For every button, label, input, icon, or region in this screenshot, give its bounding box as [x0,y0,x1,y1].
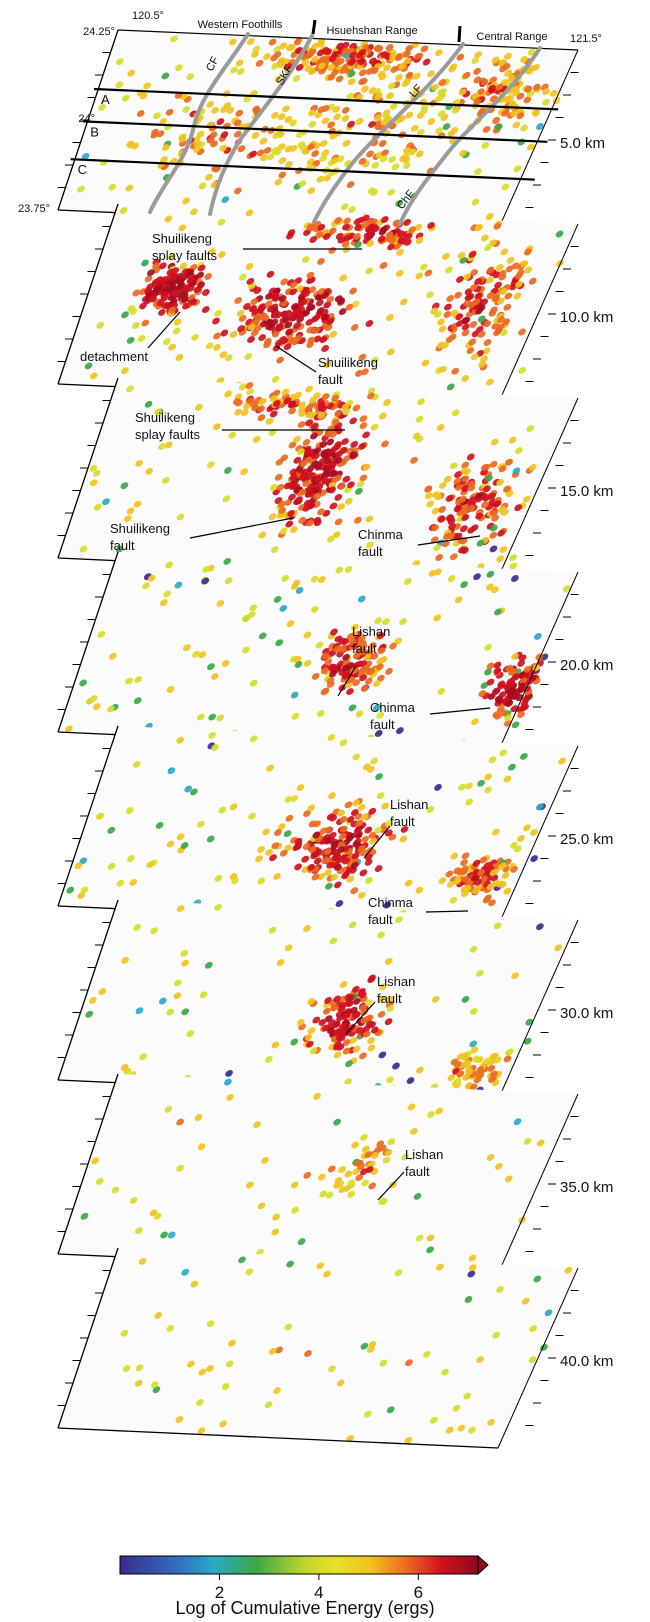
coordinate-label: 120.5° [132,10,164,22]
depth-label: 40.0 km [560,1353,613,1370]
coordinate-label: 23.75° [18,203,50,215]
depth-slice: 30.0 km [58,900,614,1101]
slice-plate [58,1074,578,1274]
depth-label: 10.0 km [560,309,613,326]
colorbar-title: Log of Cumulative Energy (ergs) [175,1598,434,1618]
region-separator [313,20,315,34]
coordinate-label: 24° [78,113,95,125]
slice-plate [58,552,578,752]
depth-slice: 20.0 km [58,552,614,752]
profile-label: B [90,124,99,139]
depth-slice: 25.0 km [58,726,614,926]
coordinate-label: 121.5° [570,33,602,45]
depth-label: 25.0 km [560,831,613,848]
depth-slice: 35.0 km [58,1074,614,1274]
depth-label: 35.0 km [560,1179,613,1196]
slice-plate [58,1248,578,1448]
colorbar: 2 4 6Log of Cumulative Energy (ergs) [120,1556,488,1618]
fault-label: detachment [80,349,148,364]
depth-slice: 40.0 km [58,1248,614,1448]
profile-label: C [78,162,87,177]
depth-label: 30.0 km [560,1005,613,1022]
colorbar-overflow-arrow [478,1556,488,1574]
depth-slice: 5.0 km [58,30,606,230]
region-separator [459,26,460,42]
region-name: Central Range [477,31,548,43]
depth-label: 5.0 km [560,135,605,152]
depth-slice: 15.0 km [58,378,614,578]
region-name: Hsuehshan Range [326,25,417,37]
colorbar-gradient [120,1556,478,1574]
event-marker [517,366,527,376]
region-name: Western Foothills [198,19,283,31]
depth-label: 20.0 km [560,657,613,674]
profile-label: A [101,92,110,107]
event-marker [508,553,518,563]
coordinate-label: 24.25° [83,26,115,38]
slices-layer: 5.0 km 10.0 km 15.0 km 20.0 km 25.0 km 30.0 k… [58,30,614,1448]
depth-label: 15.0 km [560,483,613,500]
event-marker [529,854,539,864]
